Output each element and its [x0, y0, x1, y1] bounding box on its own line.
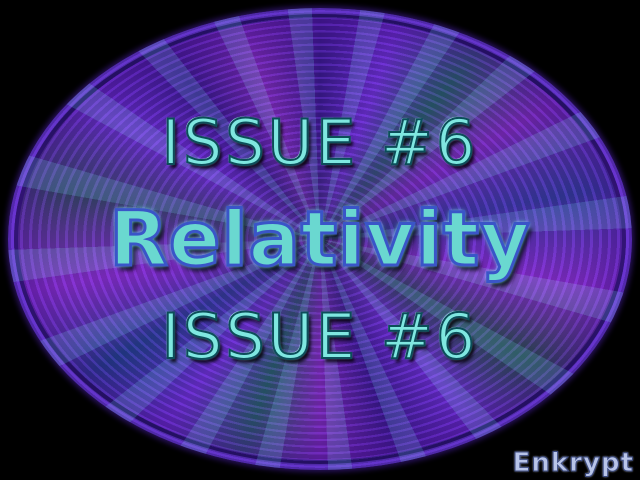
- magazine-title: Relativity: [108, 193, 531, 285]
- issue-number-top: ISSUE #6: [161, 105, 479, 180]
- kaleidoscope-ellipse: [8, 8, 632, 470]
- artist-credit: Enkrypt: [512, 448, 634, 479]
- issue-number-bottom: ISSUE #6: [161, 299, 479, 374]
